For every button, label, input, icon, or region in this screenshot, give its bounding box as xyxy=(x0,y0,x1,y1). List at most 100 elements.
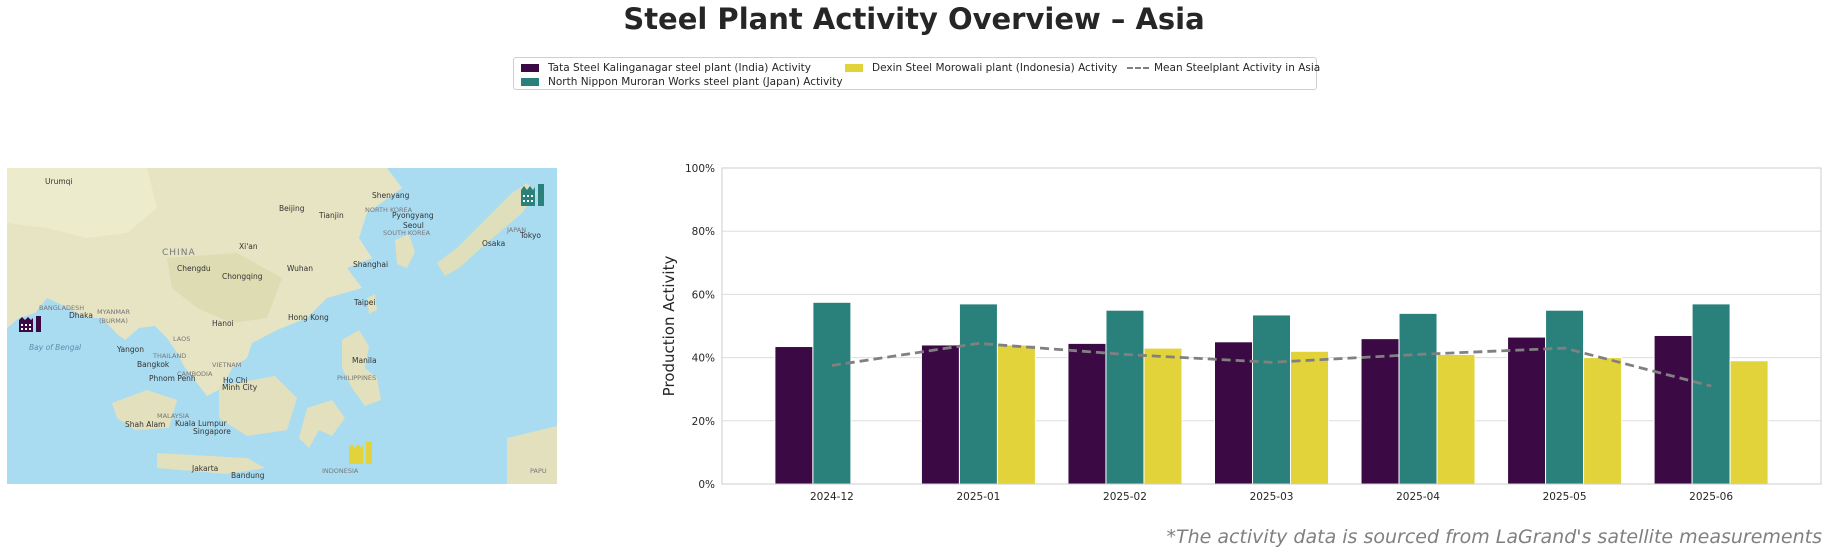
legend-swatch-indonesia xyxy=(845,64,863,72)
map-label: CAMBODIA xyxy=(177,370,213,378)
bar xyxy=(812,301,852,485)
bar xyxy=(1214,341,1253,485)
asia-map: Urumqi Shenyang Beijing Tianjin NORTH KO… xyxy=(7,168,557,484)
map-label: SOUTH KOREA xyxy=(383,229,431,237)
map-label: Hong Kong xyxy=(288,313,329,322)
x-tick-labels: 2024-12 2025-01 2025-02 2025-03 2025-04 2025-… xyxy=(810,491,1733,503)
map-label: Pyongyang xyxy=(392,211,434,220)
y-tick-label: 100% xyxy=(685,163,715,175)
map-label: Kuala Lumpur xyxy=(175,419,228,428)
map-japan xyxy=(437,183,537,276)
plot-frame xyxy=(721,167,1822,485)
bar xyxy=(1105,309,1145,485)
map-papua xyxy=(507,426,557,484)
bar xyxy=(1398,312,1438,485)
map-label: LAOS xyxy=(173,335,190,343)
map-label: MYANMAR xyxy=(97,308,130,316)
legend-swatch-japan xyxy=(521,78,539,86)
map-label: Bandung xyxy=(231,471,265,480)
footnote: *The activity data is sourced from LaGra… xyxy=(1166,526,1822,548)
bar xyxy=(958,303,998,485)
map-java xyxy=(157,453,265,474)
x-tick-label: 2025-03 xyxy=(1250,491,1294,503)
map-label: (BURMA) xyxy=(99,317,128,325)
x-tick-label: 2025-01 xyxy=(956,491,1000,503)
y-tick-label: 80% xyxy=(692,226,715,238)
map-label: Singapore xyxy=(193,427,231,436)
map-label: Bangkok xyxy=(137,360,170,369)
mean-line-group xyxy=(831,341,1712,388)
map-label: Tianjin xyxy=(318,211,344,220)
bar xyxy=(1729,360,1769,485)
map-label: Shah Alam xyxy=(125,420,165,429)
map-label: Bay of Bengal xyxy=(29,343,82,352)
x-tick-label: 2025-05 xyxy=(1543,491,1587,503)
map-label: Urumqi xyxy=(45,177,72,186)
map-label: NORTH KOREA xyxy=(365,206,413,214)
map-label: VIETNAM xyxy=(212,361,241,369)
map-label: Beijing xyxy=(279,204,305,213)
legend-label-indonesia: Dexin Steel Morowali plant (Indonesia) A… xyxy=(872,62,1118,74)
map-sumatra xyxy=(112,390,177,430)
bar xyxy=(1143,347,1183,485)
legend-label-india: Tata Steel Kalinganagar steel plant (Ind… xyxy=(548,62,811,74)
bar xyxy=(1436,353,1476,485)
y-axis-label: Production Activity xyxy=(660,256,678,397)
bar xyxy=(774,346,814,485)
bar xyxy=(1545,309,1585,485)
bar xyxy=(1290,350,1329,485)
y-tick-label: 40% xyxy=(692,353,715,365)
bar xyxy=(1583,357,1623,485)
map-label: THAILAND xyxy=(152,352,186,360)
map-philippines xyxy=(342,330,381,406)
y-tick-label: 20% xyxy=(692,416,715,428)
y-tick-label: 60% xyxy=(692,289,715,301)
map-label: CHINA xyxy=(162,248,196,258)
mean-activity-line xyxy=(831,341,1712,388)
legend-swatch-india xyxy=(521,64,539,72)
legend: Tata Steel Kalinganagar steel plant (Ind… xyxy=(513,57,1321,90)
bar xyxy=(1360,338,1400,485)
map-label: Yangon xyxy=(116,345,144,354)
map-label: Chongqing xyxy=(222,272,263,281)
y-tick-labels: 0% 20% 40% 60% 80% 100% xyxy=(685,163,715,491)
map-label: Taipei xyxy=(353,298,375,307)
legend-dash-mean xyxy=(1127,67,1149,69)
map-label: JAPAN xyxy=(506,226,526,234)
indonesia-plant-icon xyxy=(349,442,372,464)
map-label: Dhaka xyxy=(69,311,93,320)
bar xyxy=(1691,303,1731,485)
x-tick-label: 2025-04 xyxy=(1396,491,1440,503)
map-label: Wuhan xyxy=(287,264,313,273)
x-tick-label: 2024-12 xyxy=(810,491,854,503)
bar xyxy=(1067,342,1107,485)
map-label: INDONESIA xyxy=(322,467,359,475)
map-label: Minh City xyxy=(222,383,258,392)
map-label: MALAYSIA xyxy=(157,412,190,420)
bar xyxy=(1252,314,1291,485)
map-label: Chengdu xyxy=(177,264,211,273)
legend-label-mean: Mean Steelplant Activity in Asia xyxy=(1154,62,1321,74)
map-korea xyxy=(395,234,415,268)
map-label: PAPU xyxy=(530,467,547,475)
map-label: Hanoi xyxy=(212,319,234,328)
chart-title: Steel Plant Activity Overview – Asia xyxy=(623,2,1205,36)
map-borneo xyxy=(219,376,297,436)
map-label: PHILIPPINES xyxy=(337,374,376,382)
y-tick-label: 0% xyxy=(698,479,715,491)
bar xyxy=(1507,336,1547,485)
map-label: Phnom Penh xyxy=(149,374,196,383)
bars xyxy=(774,301,1769,485)
map-label: Tokyo xyxy=(519,231,541,240)
map-label: Xi'an xyxy=(239,242,258,251)
map-labels: Urumqi Shenyang Beijing Tianjin NORTH KO… xyxy=(29,177,547,480)
map-label: Manila xyxy=(352,356,377,365)
map-label: Ho Chi xyxy=(223,376,248,385)
map-taiwan xyxy=(367,294,377,314)
legend-label-japan: North Nippon Muroran Works steel plant (… xyxy=(548,76,843,88)
map-label: Osaka xyxy=(482,239,505,248)
map-label: Jakarta xyxy=(191,464,218,473)
map-label: Shanghai xyxy=(353,260,388,269)
map-central-china xyxy=(167,253,282,323)
